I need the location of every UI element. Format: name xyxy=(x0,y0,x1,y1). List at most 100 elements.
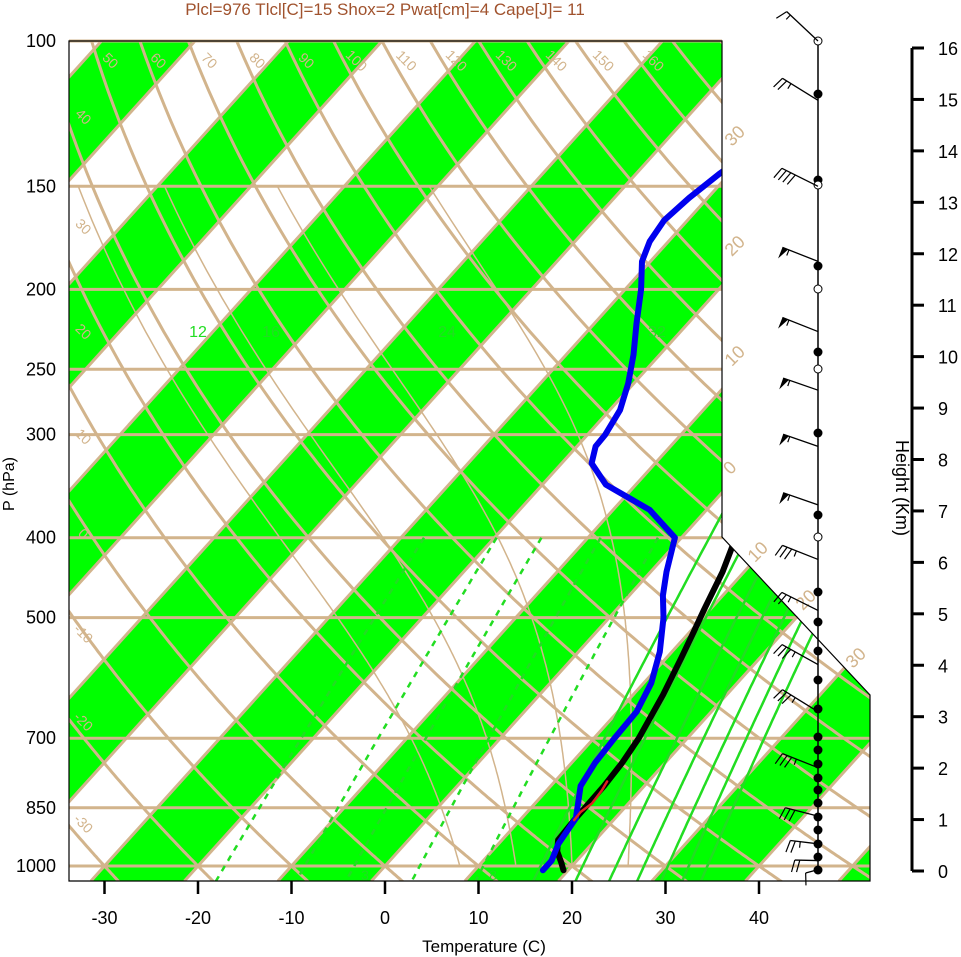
wind-barb-feather xyxy=(776,11,788,19)
wind-barb-feather xyxy=(788,809,796,822)
wind-barb-feather xyxy=(790,840,796,853)
wind-barb-staff xyxy=(794,859,819,862)
x-tick-label: 40 xyxy=(749,908,769,928)
height-tick-label: 9 xyxy=(938,399,948,419)
wind-barb-feather xyxy=(785,840,791,853)
isotherm-line xyxy=(69,41,571,881)
wind-barb-feather xyxy=(773,689,783,699)
mixing-ratio-line xyxy=(529,354,811,881)
height-axis-label: Height (Km) xyxy=(892,440,912,536)
height-dot xyxy=(813,704,823,714)
wind-barb-feather xyxy=(782,172,792,183)
dry-adiabats xyxy=(69,41,870,881)
wind-barb-feather xyxy=(777,80,788,91)
isotherm-line xyxy=(69,41,290,881)
height-tick-label: 15 xyxy=(938,90,958,110)
wind-barb-staff xyxy=(782,689,819,713)
height-tick-label: 0 xyxy=(938,862,948,882)
x-tick-label: 10 xyxy=(468,908,488,928)
height-dot xyxy=(813,839,823,849)
mixing-ratio-dashed-line xyxy=(291,537,498,881)
wind-barb-feather xyxy=(777,691,788,702)
y-tick-label: 150 xyxy=(26,176,56,196)
wind-barb-feather xyxy=(778,807,786,819)
height-dot xyxy=(813,261,823,271)
moist-adiabat-line xyxy=(428,185,633,867)
height-tick-label: 16 xyxy=(938,39,958,59)
mixing-ratio-label: 8 xyxy=(489,867,497,883)
isotherm-line xyxy=(276,41,870,881)
mixing-ratio-dashed-line xyxy=(341,537,543,881)
dry-adiabat-line xyxy=(69,41,220,881)
height-tick-label: 5 xyxy=(938,605,948,625)
height-tick-label: 13 xyxy=(938,193,958,213)
x-tick-label: 20 xyxy=(562,908,582,928)
mixing-ratio-label: 24 xyxy=(438,324,456,341)
plot-border xyxy=(68,40,871,882)
wind-barb-half-feather xyxy=(798,841,801,848)
mixing-ratio-dashed-line xyxy=(407,537,602,881)
height-dot xyxy=(813,785,823,795)
wind-barb-staff xyxy=(781,167,819,187)
height-tick-label: 10 xyxy=(938,348,958,368)
height-tick-label: 7 xyxy=(938,502,948,522)
height-tick-label: 4 xyxy=(938,656,948,676)
isotherm-line xyxy=(557,41,870,881)
wind-barb-flag xyxy=(778,317,789,329)
wind-barb-flag xyxy=(779,378,789,390)
height-tick-label: 2 xyxy=(938,759,948,779)
isotherm-label: 10 xyxy=(721,342,749,370)
wind-barb-half-feather xyxy=(787,380,791,387)
wind-barb-feather xyxy=(781,649,792,659)
wind-barb-staff xyxy=(782,246,819,263)
wind-barb-flag xyxy=(778,247,789,259)
wind-barb-feather xyxy=(790,859,796,873)
wind-barb-half-feather xyxy=(787,494,791,501)
wind-barb-half-feather xyxy=(787,83,792,90)
height-dot xyxy=(813,510,823,520)
wind-barb-staff xyxy=(782,544,819,561)
temperature-band xyxy=(277,41,870,881)
mixing-ratio-dashed-line xyxy=(211,537,426,881)
wind-barb-half-feather xyxy=(793,550,797,557)
x-tick-label: -10 xyxy=(278,908,304,928)
height-dot xyxy=(813,798,823,808)
wind-barb-half-feather xyxy=(785,14,791,20)
wind-barb-staff xyxy=(782,377,819,391)
wind-barb-half-feather xyxy=(791,697,796,703)
moist-adiabat-line xyxy=(77,186,461,867)
y-tick-label: 500 xyxy=(26,608,56,628)
wind-barb-feather xyxy=(783,808,791,821)
x-axis-label: Temperature (C) xyxy=(422,937,546,956)
wind-barb-flag xyxy=(779,492,789,505)
wind-barb-staff xyxy=(786,11,819,42)
height-dot-open xyxy=(813,364,823,374)
moist-adiabats xyxy=(77,185,633,867)
temperature-band xyxy=(69,41,569,881)
temperature-band xyxy=(69,41,382,881)
height-dot-open xyxy=(813,532,823,542)
dry-adiabat-line xyxy=(283,41,870,881)
parcel-profile xyxy=(572,780,609,822)
isotherm-label: 30 xyxy=(842,644,870,672)
y-tick-label: 250 xyxy=(26,359,56,379)
x-axis: -30 -20 -10 0 10 20 30 40 Temperature (C) xyxy=(91,881,769,956)
mixing-ratio-label: 32 xyxy=(648,324,666,341)
x-tick-label: 30 xyxy=(655,908,675,928)
moist-adiabat-line xyxy=(163,185,517,867)
y-tick-label: 300 xyxy=(26,425,56,445)
wind-barb-staff xyxy=(782,753,819,769)
height-dot xyxy=(813,825,823,835)
y-tick-label: 1000 xyxy=(16,856,56,876)
wind-barb-feather xyxy=(784,548,793,560)
height-tick-label: 1 xyxy=(938,811,948,831)
x-tick-label: -20 xyxy=(185,908,211,928)
wind-barb-feather xyxy=(795,860,801,873)
wind-barb-feather xyxy=(779,755,788,766)
dry-adiabat-line xyxy=(380,41,870,881)
y-tick-label: 200 xyxy=(26,279,56,299)
height-dot xyxy=(813,745,823,755)
wind-barb-feather xyxy=(781,694,792,705)
